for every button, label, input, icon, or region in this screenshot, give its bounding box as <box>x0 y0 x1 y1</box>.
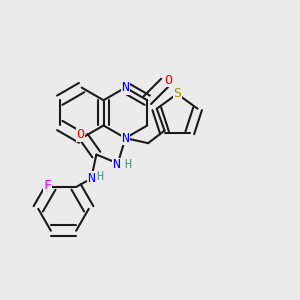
Text: S: S <box>173 87 181 101</box>
Text: H: H <box>97 170 104 183</box>
Text: N: N <box>87 172 95 185</box>
Text: O: O <box>77 128 85 141</box>
Text: O: O <box>164 74 172 87</box>
Text: N: N <box>112 158 120 171</box>
Text: N: N <box>122 81 129 94</box>
Text: H: H <box>124 158 131 171</box>
Text: N: N <box>122 132 129 145</box>
Text: F: F <box>43 179 51 192</box>
